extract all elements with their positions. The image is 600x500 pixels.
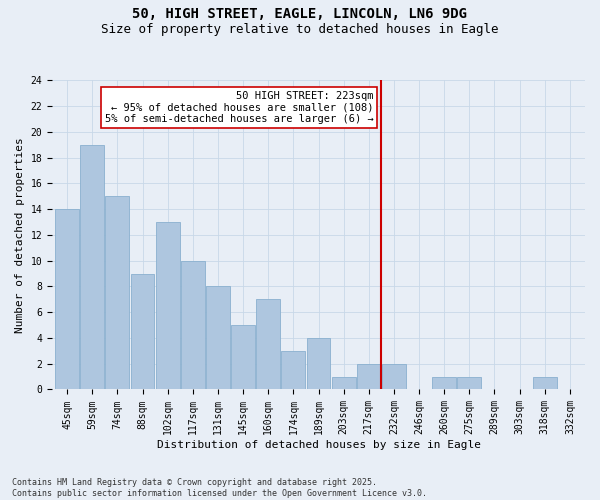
Bar	[206, 286, 230, 390]
Bar	[256, 300, 280, 390]
Bar	[55, 209, 79, 390]
X-axis label: Distribution of detached houses by size in Eagle: Distribution of detached houses by size …	[157, 440, 481, 450]
Bar	[181, 260, 205, 390]
Text: 50, HIGH STREET, EAGLE, LINCOLN, LN6 9DG: 50, HIGH STREET, EAGLE, LINCOLN, LN6 9DG	[133, 8, 467, 22]
Y-axis label: Number of detached properties: Number of detached properties	[15, 137, 25, 333]
Text: Size of property relative to detached houses in Eagle: Size of property relative to detached ho…	[101, 22, 499, 36]
Bar	[432, 376, 456, 390]
Bar	[281, 351, 305, 390]
Text: 50 HIGH STREET: 223sqm
← 95% of detached houses are smaller (108)
5% of semi-det: 50 HIGH STREET: 223sqm ← 95% of detached…	[105, 91, 374, 124]
Bar	[533, 376, 557, 390]
Bar	[457, 376, 481, 390]
Bar	[307, 338, 331, 390]
Bar	[106, 196, 130, 390]
Text: Contains HM Land Registry data © Crown copyright and database right 2025.
Contai: Contains HM Land Registry data © Crown c…	[12, 478, 427, 498]
Bar	[357, 364, 381, 390]
Bar	[131, 274, 154, 390]
Bar	[80, 145, 104, 390]
Bar	[382, 364, 406, 390]
Bar	[156, 222, 179, 390]
Bar	[231, 325, 255, 390]
Bar	[332, 376, 356, 390]
